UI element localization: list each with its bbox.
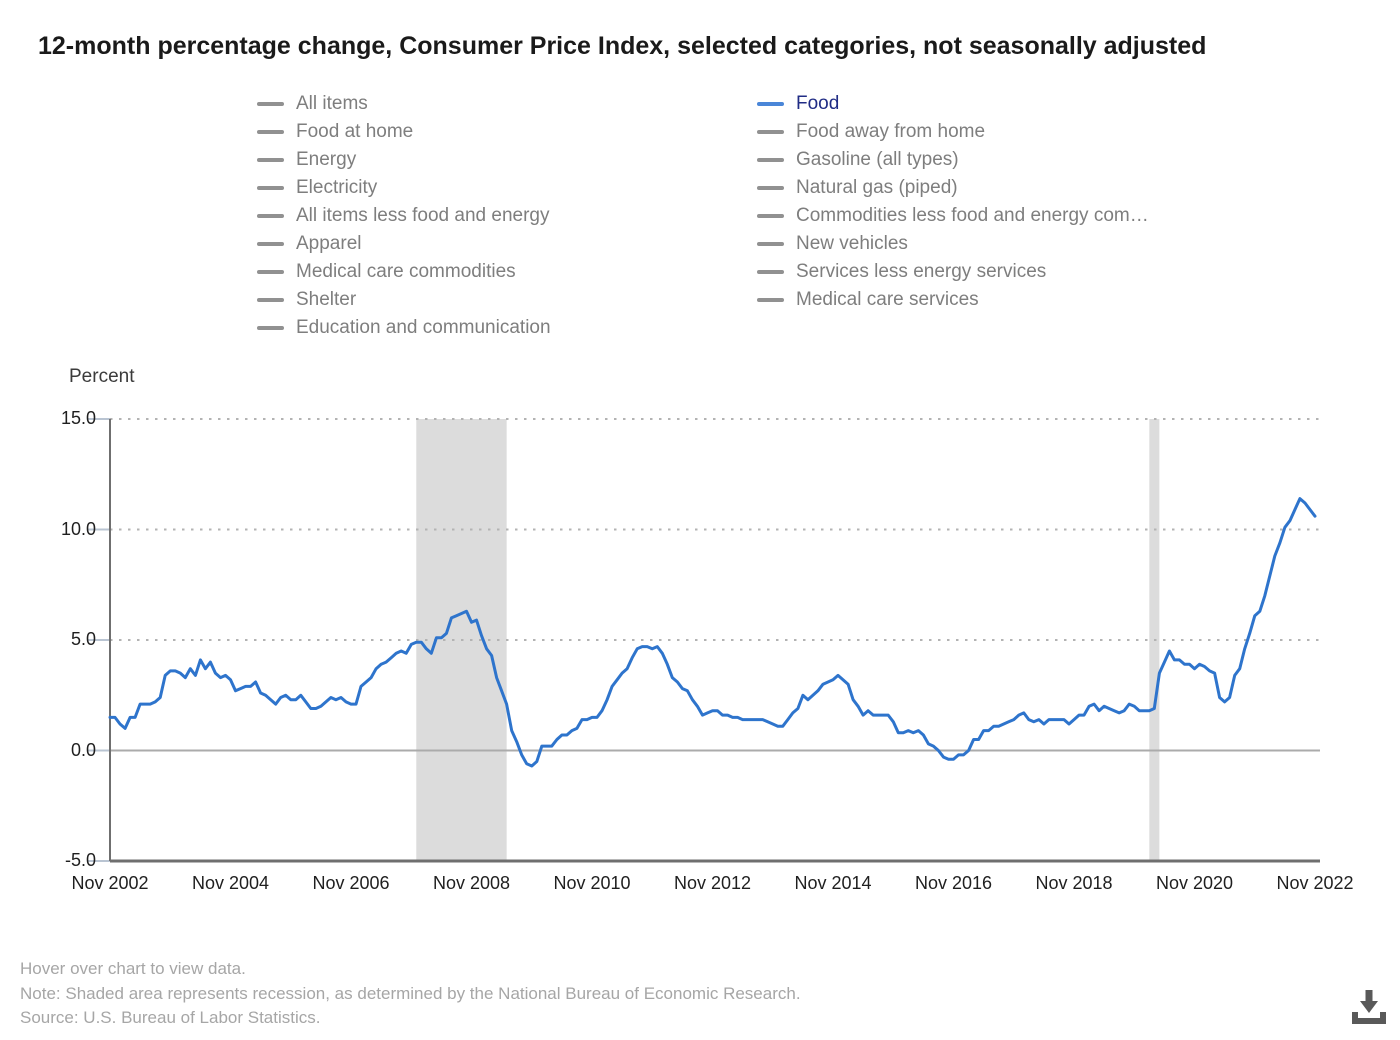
x-tick-label: Nov 2014 — [794, 873, 872, 893]
legend-item-label: Food — [796, 93, 840, 114]
legend-item-label: Energy — [296, 149, 357, 170]
legend-line-swatch-icon — [757, 214, 784, 218]
legend-item-label: All items less food and energy — [296, 205, 550, 226]
y-tick-label: 0.0 — [70, 739, 96, 760]
legend-item-all-items-less-food-and-energy[interactable]: All items less food and energy — [257, 202, 551, 230]
legend-line-swatch-icon — [757, 130, 784, 134]
download-icon — [1352, 990, 1386, 1024]
chart-footer: Hover over chart to view data. Note: Sha… — [20, 957, 801, 1031]
x-tick-label: Nov 2008 — [432, 873, 511, 893]
download-button[interactable] — [1342, 982, 1396, 1034]
legend-line-swatch-icon — [757, 270, 784, 274]
x-tick-label: Nov 2012 — [673, 873, 752, 893]
legend-line-swatch-icon — [757, 102, 784, 106]
legend-item-medical-care-commodities[interactable]: Medical care commodities — [257, 258, 551, 286]
legend-line-swatch-icon — [257, 298, 284, 302]
x-tick-label: Nov 2022 — [1276, 873, 1354, 893]
legend-item-label: Apparel — [296, 233, 362, 254]
legend-line-swatch-icon — [257, 158, 284, 162]
legend-item-energy[interactable]: Energy — [257, 146, 551, 174]
x-tick-label: Nov 2018 — [1035, 873, 1113, 893]
legend-line-swatch-icon — [757, 242, 784, 246]
recession-note-text: Note: Shaded area represents recession, … — [20, 983, 801, 1003]
legend-item-food[interactable]: Food — [757, 90, 1149, 118]
source-text: Source: U.S. Bureau of Labor Statistics. — [20, 1008, 321, 1027]
legend-item-electricity[interactable]: Electricity — [257, 174, 551, 202]
y-tick-label: 10.0 — [60, 518, 96, 539]
hover-hint-text: Hover over chart to view data. — [20, 959, 246, 978]
y-tick-label: 5.0 — [70, 629, 96, 649]
legend-item-food-away-from-home[interactable]: Food away from home — [757, 118, 1149, 146]
x-tick-label: Nov 2002 — [71, 873, 149, 893]
legend-item-label: Food away from home — [796, 121, 986, 142]
legend-item-shelter[interactable]: Shelter — [257, 286, 551, 314]
legend-item-label: Medical care services — [796, 289, 979, 310]
legend-item-apparel[interactable]: Apparel — [257, 230, 551, 258]
legend-item-label: Education and communication — [296, 317, 551, 338]
legend-line-swatch-icon — [257, 186, 284, 190]
legend-item-new-vehicles[interactable]: New vehicles — [757, 230, 1149, 258]
legend-line-swatch-icon — [257, 102, 284, 106]
page-title: 12-month percentage change, Consumer Pri… — [38, 31, 1207, 60]
legend-line-swatch-icon — [257, 130, 284, 134]
food-series-line — [108, 497, 1317, 768]
legend-column-1: All items Food at home Energy Electricity Al… — [257, 90, 551, 342]
legend-line-swatch-icon — [757, 158, 784, 162]
legend-item-services-less-energy-services[interactable]: Services less energy services — [757, 258, 1149, 286]
legend-column-2: Food Food away from home Gasoline (all typ… — [757, 90, 1149, 314]
legend-item-label: New vehicles — [796, 233, 908, 254]
legend-item-label: Gasoline (all types) — [796, 149, 959, 170]
legend-item-natural-gas-piped[interactable]: Natural gas (piped) — [757, 174, 1149, 202]
legend-line-swatch-icon — [257, 326, 284, 330]
legend-line-swatch-icon — [257, 242, 284, 246]
legend-item-label: Medical care commodities — [296, 261, 516, 282]
y-axis-label: Percent — [69, 366, 135, 387]
legend-line-swatch-icon — [257, 214, 284, 218]
x-tick-label: Nov 2006 — [312, 873, 390, 893]
legend-item-label: Food at home — [296, 121, 414, 142]
cpi-line-chart[interactable] — [0, 405, 1400, 885]
x-tick-label: Nov 2016 — [914, 873, 993, 893]
legend-line-swatch-icon — [757, 186, 784, 190]
legend-line-swatch-icon — [257, 270, 284, 274]
legend-item-label: Commodities less food and energy com… — [796, 205, 1149, 226]
legend-item-label: Services less energy services — [796, 261, 1047, 282]
x-tick-label: Nov 2020 — [1155, 873, 1234, 893]
legend-item-label: All items — [296, 93, 368, 114]
x-tick-label: Nov 2004 — [191, 873, 270, 893]
legend-item-all-items[interactable]: All items — [257, 90, 551, 118]
legend-item-commodities-less-food-and-energy-com[interactable]: Commodities less food and energy com… — [757, 202, 1149, 230]
x-tick-label: Nov 2010 — [553, 873, 631, 893]
legend-item-label: Electricity — [296, 177, 378, 198]
legend-item-label: Shelter — [296, 289, 357, 310]
y-tick-label: -5.0 — [64, 850, 96, 870]
y-tick-label: 15.0 — [60, 408, 96, 428]
legend-item-label: Natural gas (piped) — [796, 177, 958, 198]
legend-item-food-at-home[interactable]: Food at home — [257, 118, 551, 146]
legend-item-medical-care-services[interactable]: Medical care services — [757, 286, 1149, 314]
legend-item-education-and-communication[interactable]: Education and communication — [257, 314, 551, 342]
legend-line-swatch-icon — [757, 298, 784, 302]
legend-item-gasoline-all-types[interactable]: Gasoline (all types) — [757, 146, 1149, 174]
